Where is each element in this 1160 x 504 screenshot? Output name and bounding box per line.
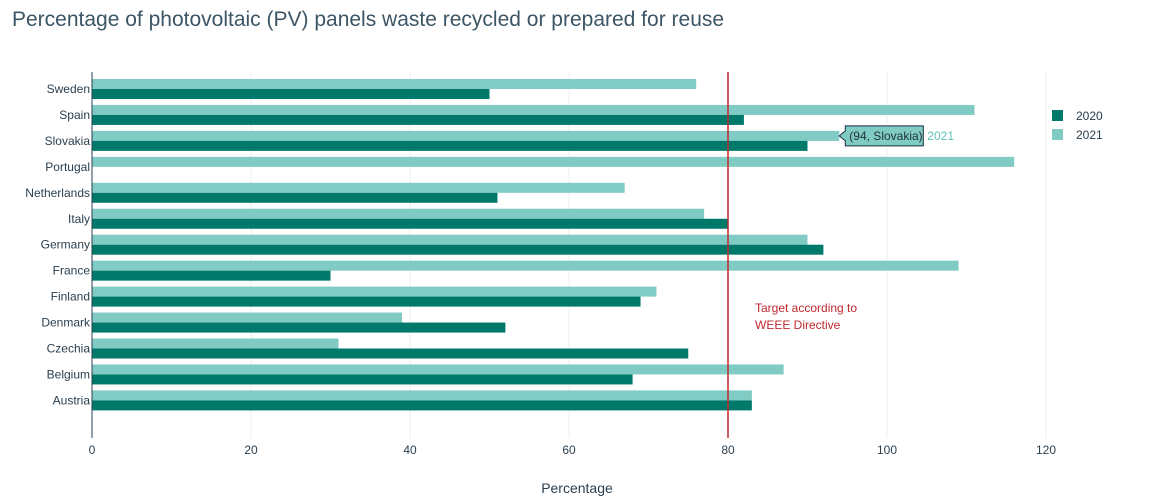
bar-2021-portugal[interactable] <box>92 156 1015 167</box>
bar-2020-austria[interactable] <box>92 400 752 411</box>
bar-2021-netherlands[interactable] <box>92 182 625 193</box>
x-tick-label: 20 <box>244 443 258 457</box>
y-tick-label: Italy <box>68 212 90 226</box>
legend-swatch-2021[interactable] <box>1052 129 1063 140</box>
bar-2021-slovakia[interactable] <box>92 130 840 141</box>
x-tick-label: 100 <box>877 443 897 457</box>
bar-2020-germany[interactable] <box>92 244 824 255</box>
y-tick-label: Sweden <box>47 82 90 96</box>
bar-2021-austria[interactable] <box>92 390 752 401</box>
axes: 0 20 40 60 80 100 120 Sweden Spain Slovakia Portug… <box>25 72 1056 457</box>
tooltip-text: (94, Slovakia) <box>849 129 922 143</box>
y-tick-label: Finland <box>51 290 90 304</box>
legend-swatch-2020[interactable] <box>1052 110 1063 121</box>
y-tick-label: Portugal <box>45 160 90 174</box>
bar-2020-denmark[interactable] <box>92 322 506 333</box>
y-tick-label: Netherlands <box>25 186 90 200</box>
bar-2021-france[interactable] <box>92 260 959 271</box>
bar-2020-italy[interactable] <box>92 218 728 229</box>
bar-2020-france[interactable] <box>92 270 331 281</box>
bar-2020-spain[interactable] <box>92 114 744 125</box>
bar-2020-finland[interactable] <box>92 296 641 307</box>
bar-2020-czechia[interactable] <box>92 348 689 359</box>
x-axis-title: Percentage <box>541 480 613 496</box>
y-tick-label: France <box>53 264 91 278</box>
bars <box>92 79 1015 411</box>
x-tick-label: 0 <box>89 443 96 457</box>
y-tick-label: Spain <box>59 108 90 122</box>
bar-2021-sweden[interactable] <box>92 79 697 89</box>
y-tick-label: Denmark <box>41 316 91 330</box>
x-tick-label: 120 <box>1036 443 1056 457</box>
target-annotation: Target according to <box>755 301 857 315</box>
chart-title: Percentage of photovoltaic (PV) panels w… <box>12 8 725 31</box>
bar-2021-italy[interactable] <box>92 208 705 219</box>
y-tick-label: Germany <box>41 238 90 252</box>
legend-label-2020[interactable]: 2020 <box>1076 109 1103 123</box>
bar-2021-spain[interactable] <box>92 104 975 115</box>
target-annotation: WEEE Directive <box>755 318 841 332</box>
bar-2020-netherlands[interactable] <box>92 192 498 203</box>
bar-2020-slovakia[interactable] <box>92 140 808 151</box>
bar-2020-sweden[interactable] <box>92 89 490 99</box>
bar-2021-belgium[interactable] <box>92 364 784 375</box>
bar-2021-finland[interactable] <box>92 286 657 297</box>
bar-2021-czechia[interactable] <box>92 338 339 349</box>
bar-2021-germany[interactable] <box>92 234 808 245</box>
hover-tooltip: (94, Slovakia) 2021 <box>838 125 954 147</box>
legend-label-2021[interactable]: 2021 <box>1076 128 1103 142</box>
y-tick-label: Austria <box>53 393 91 407</box>
y-tick-label: Belgium <box>47 367 90 381</box>
y-tick-label: Slovakia <box>45 134 91 148</box>
x-tick-label: 60 <box>562 443 576 457</box>
target-reference: Target according to WEEE Directive <box>727 72 857 438</box>
bar-2020-belgium[interactable] <box>92 374 633 385</box>
y-tick-label: Czechia <box>47 342 91 356</box>
x-tick-label: 40 <box>403 443 417 457</box>
bar-2021-denmark[interactable] <box>92 312 403 323</box>
legend: 2020 2021 <box>1052 109 1103 142</box>
x-tick-label: 80 <box>721 443 735 457</box>
tooltip-series: 2021 <box>927 129 954 143</box>
tooltip-box <box>838 125 924 147</box>
